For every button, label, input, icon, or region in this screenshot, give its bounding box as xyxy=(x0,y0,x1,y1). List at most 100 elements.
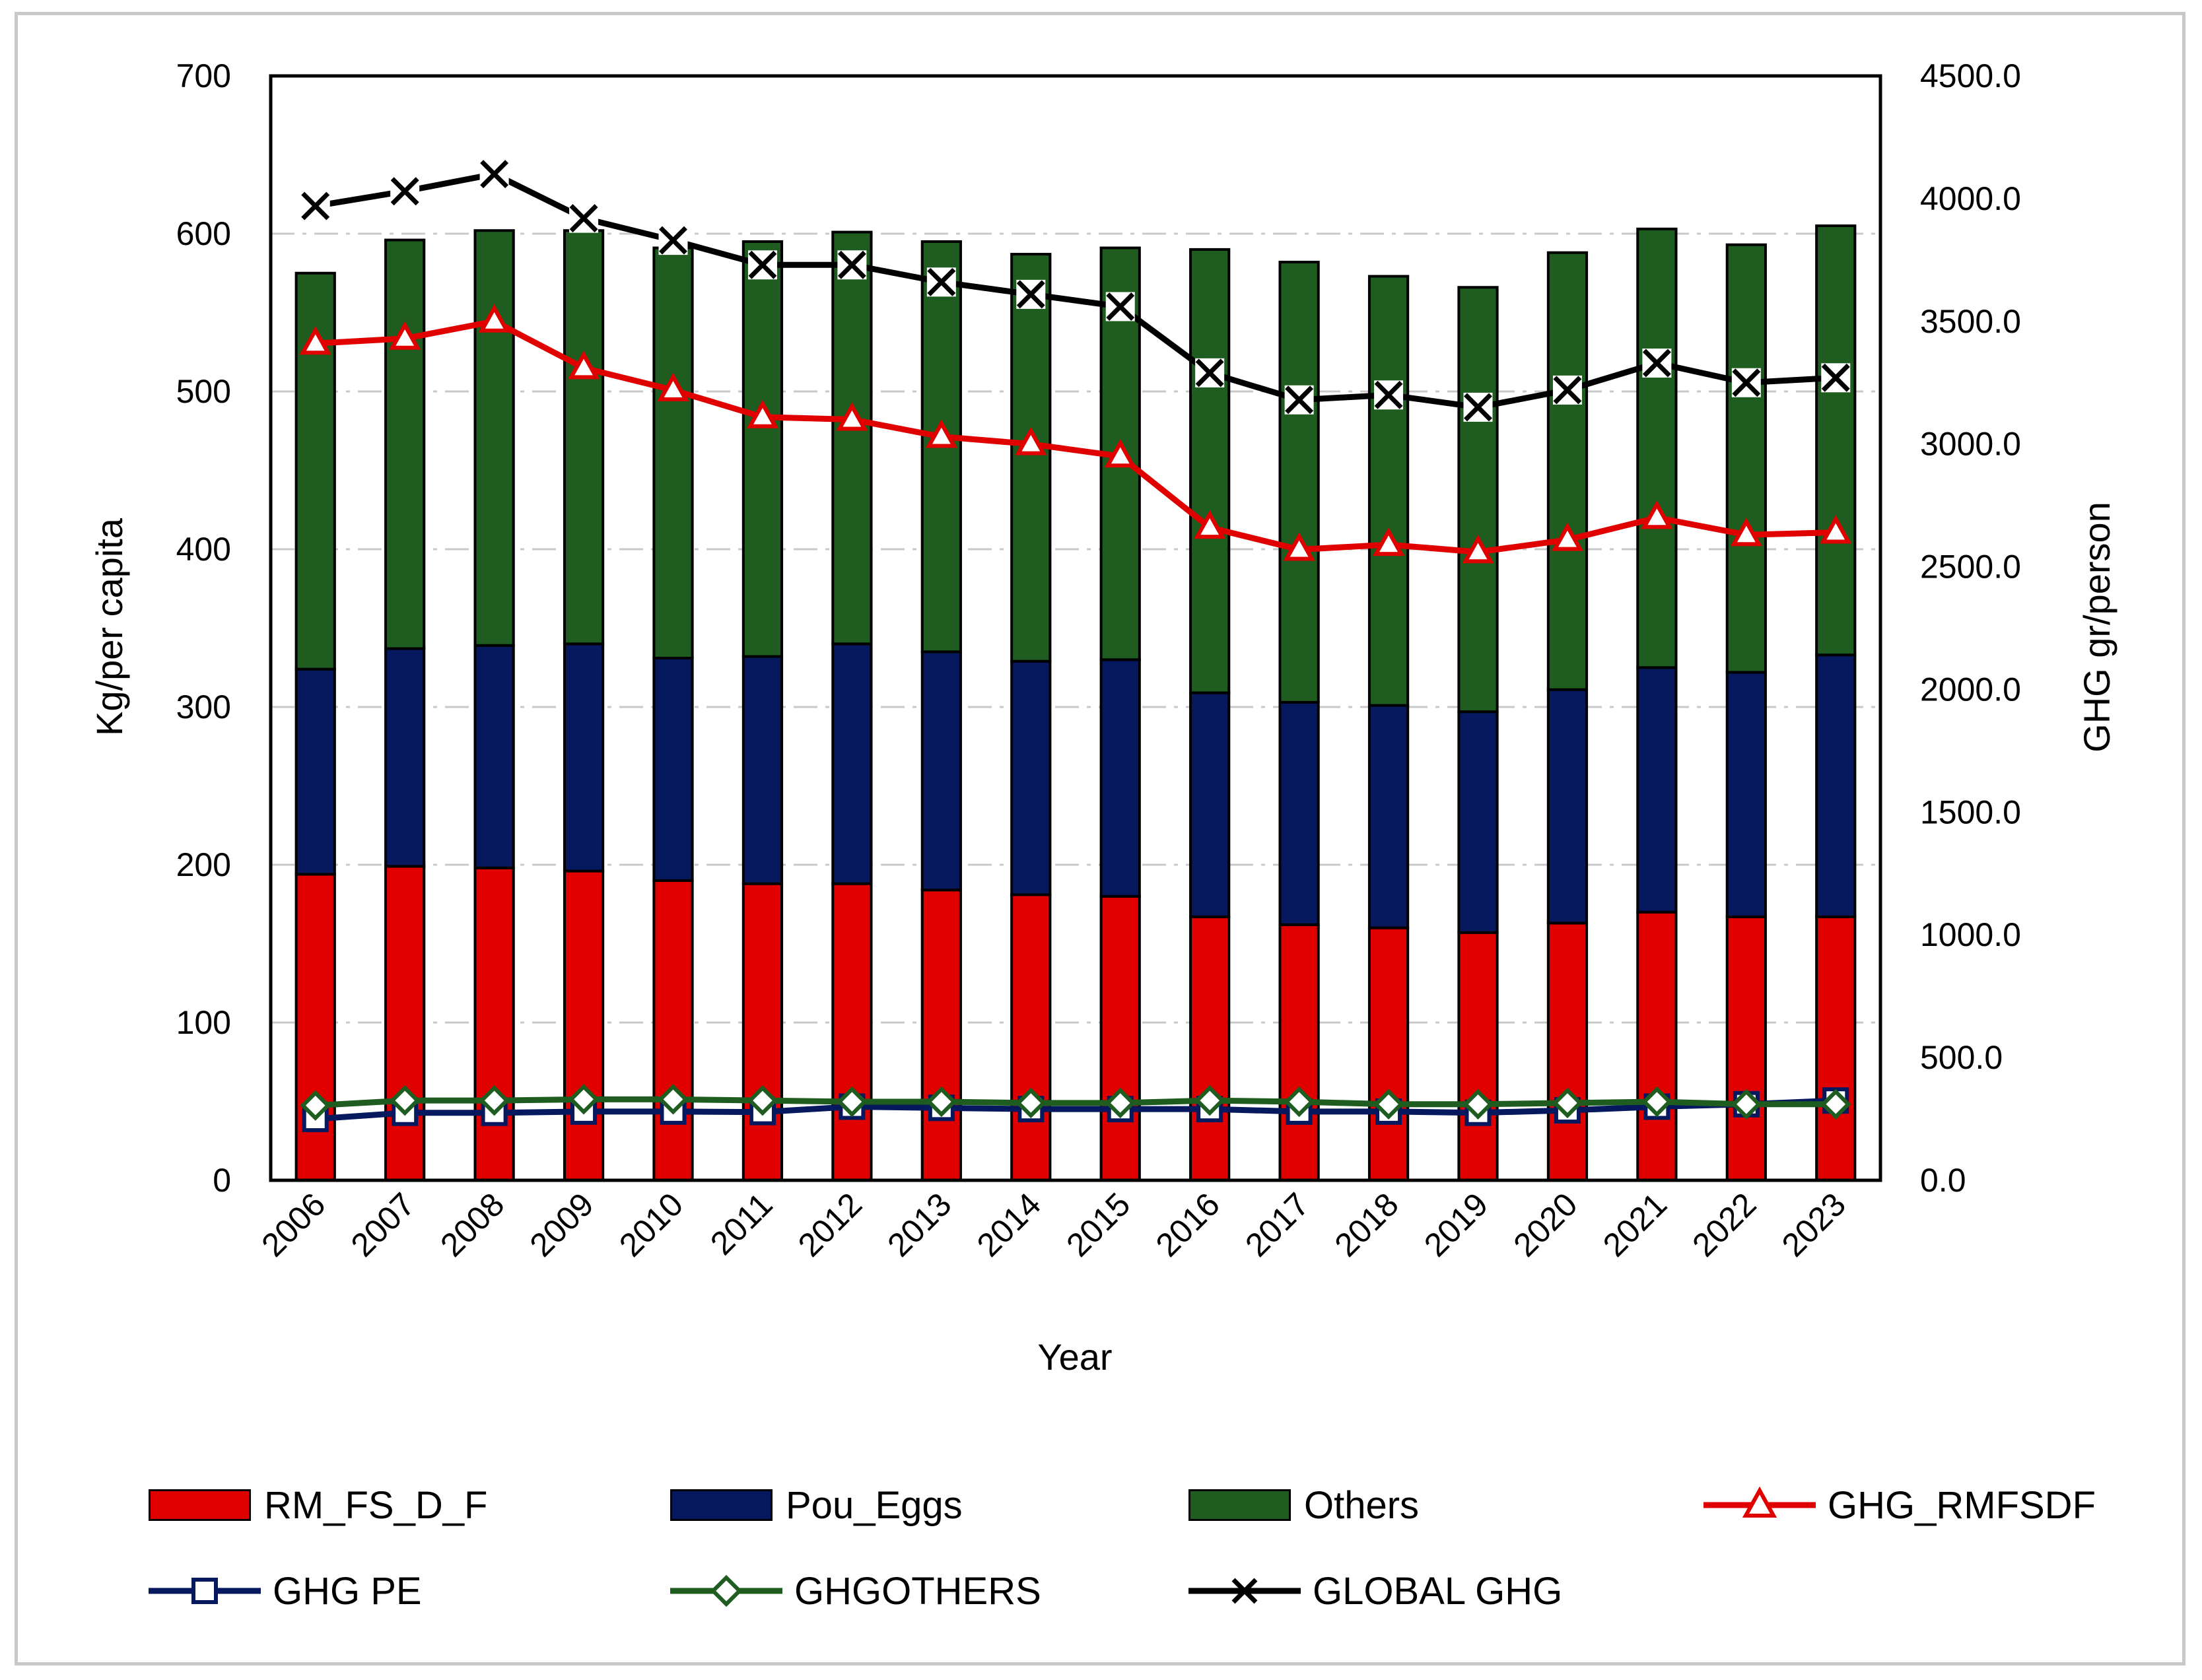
legend-item-ghg-pe: GHG PE xyxy=(149,1561,422,1621)
bar-rm-fs-d-f xyxy=(1636,910,1678,1182)
x-tick-label: 2013 xyxy=(880,1186,958,1263)
bar-pou-eggs xyxy=(294,667,336,876)
bar-pou-eggs xyxy=(563,642,605,873)
y2-tick-label: 2500.0 xyxy=(1920,549,2021,586)
marker-ghg-rmfsdf xyxy=(567,351,600,380)
x-tick-label: 2021 xyxy=(1596,1186,1674,1263)
bar-rm-fs-d-f xyxy=(652,879,694,1182)
marker-ghgothers xyxy=(1462,1089,1494,1120)
line-ghgothers xyxy=(315,1096,1836,1109)
legend-swatch-others xyxy=(1188,1489,1291,1521)
y2-tick-label: 0.0 xyxy=(1920,1162,1966,1199)
legend-label-rmfsdf: RM_FS_D_F xyxy=(264,1483,488,1527)
x-tick-label: 2014 xyxy=(970,1186,1048,1263)
marker-global-ghg xyxy=(1821,363,1850,392)
marker-global-ghg xyxy=(301,191,330,220)
bar-rm-fs-d-f xyxy=(1278,923,1320,1182)
marker-global-ghg xyxy=(659,226,687,255)
legend-item-ghgothers: GHGOTHERS xyxy=(670,1561,1041,1621)
marker-global-ghg xyxy=(1553,376,1582,405)
legend-label-ghg-rmfsdf: GHG_RMFSDF xyxy=(1828,1483,2096,1527)
x-tick-label: 2009 xyxy=(523,1186,601,1263)
x-tick-label: 2012 xyxy=(791,1186,869,1263)
marker-global-ghg xyxy=(569,204,598,233)
legend-line-ghg-rmfsdf xyxy=(1703,1486,1816,1518)
y2-tick-label: 4500.0 xyxy=(1920,57,2021,94)
legend-swatch-pou-eggs xyxy=(670,1489,773,1521)
marker-ghg-rmfsdf xyxy=(299,326,331,355)
marker-ghg-rmfsdf xyxy=(1551,522,1584,551)
marker-ghgothers xyxy=(837,1086,868,1118)
x-tick-label: 2006 xyxy=(254,1186,332,1263)
marker-ghg-rmfsdf xyxy=(1641,500,1673,529)
bar-pou-eggs xyxy=(1815,654,1857,918)
y2-tick-label: 2000.0 xyxy=(1920,671,2021,708)
marker-ghg-rmfsdf xyxy=(1730,518,1762,547)
marker-ghg-rmfsdf xyxy=(389,321,421,350)
bar-pou-eggs xyxy=(831,642,873,885)
bar-rm-fs-d-f xyxy=(473,866,515,1182)
bar-pou-eggs xyxy=(1457,710,1499,934)
marker-ghg-rmfsdf xyxy=(746,399,779,428)
marker-ghg-rmfsdf xyxy=(1194,510,1226,539)
bar-pou-eggs xyxy=(652,656,694,882)
marker-ghgothers xyxy=(389,1085,421,1116)
line-ghg-rmfsdf xyxy=(315,318,1836,555)
bar-others xyxy=(563,229,605,646)
bar-pou-eggs xyxy=(384,647,426,868)
bar-pou-eggs xyxy=(1367,704,1410,929)
x-tick-label: 2008 xyxy=(433,1186,511,1263)
bar-rm-fs-d-f xyxy=(1010,893,1052,1182)
bar-rm-fs-d-f xyxy=(831,882,873,1182)
y-tick-label: 100 xyxy=(176,1004,231,1041)
bar-others xyxy=(1725,243,1767,674)
y2-axis-title: GHG gr/person xyxy=(2076,502,2117,753)
bar-pou-eggs xyxy=(1010,659,1052,896)
x-tick-label: 2023 xyxy=(1775,1186,1853,1263)
marker-ghgothers xyxy=(658,1084,689,1115)
bar-others xyxy=(741,240,784,658)
marker-global-ghg xyxy=(927,267,956,296)
x-tick-label: 2015 xyxy=(1059,1186,1137,1263)
marker-global-ghg xyxy=(1106,292,1135,321)
x-tick-label: 2016 xyxy=(1149,1186,1227,1263)
y2-tick-label: 3500.0 xyxy=(1920,303,2021,340)
bar-rm-fs-d-f xyxy=(1546,922,1589,1182)
bar-pou-eggs xyxy=(1278,700,1320,926)
grid-lines xyxy=(271,232,1880,1024)
marker-ghgothers xyxy=(1015,1087,1047,1119)
marker-ghgothers xyxy=(1284,1086,1315,1118)
y2-tick-label: 4000.0 xyxy=(1920,180,2021,217)
bar-others xyxy=(1189,248,1231,694)
bar-pou-eggs xyxy=(920,650,962,892)
bar-others xyxy=(652,246,694,659)
plot-area-border xyxy=(269,74,1882,1182)
marker-ghgothers xyxy=(1373,1089,1404,1120)
y-tick-label: 500 xyxy=(176,373,231,410)
bar-rm-fs-d-f xyxy=(1457,931,1499,1182)
legend-swatch-rmfsdf xyxy=(149,1489,251,1521)
marker-global-ghg xyxy=(1285,386,1314,415)
bar-rm-fs-d-f xyxy=(1815,915,1857,1182)
marker-ghgothers xyxy=(747,1085,778,1116)
bar-rm-fs-d-f xyxy=(563,869,605,1182)
bar-pou-eggs xyxy=(741,655,784,885)
legend-line-ghgothers xyxy=(670,1574,782,1607)
y-tick-label: 700 xyxy=(176,57,231,94)
bar-pou-eggs xyxy=(1546,688,1589,925)
bar-rm-fs-d-f xyxy=(384,865,426,1182)
y2-tick-label: 500.0 xyxy=(1920,1039,2003,1076)
bars-group xyxy=(294,224,1857,1182)
x-tick-label: 2017 xyxy=(1238,1186,1316,1263)
marker-ghg-rmfsdf xyxy=(1015,426,1047,455)
marker-ghg-rmfsdf xyxy=(1104,439,1136,468)
marker-ghgothers xyxy=(479,1085,510,1116)
legend-item-ghg-rmfsdf: GHG_RMFSDF xyxy=(1703,1475,2096,1535)
line-ghg-pe xyxy=(315,1097,1836,1122)
legend-item-global-ghg: GLOBAL GHG xyxy=(1188,1561,1562,1621)
y2-axis-ticks: 0.0 500.0 1000.0 1500.0 2000.0 2500.0 3000.0 35… xyxy=(1920,57,2021,1199)
bar-others xyxy=(1367,275,1410,707)
bar-others xyxy=(1636,227,1678,669)
y-tick-label: 300 xyxy=(176,689,231,725)
